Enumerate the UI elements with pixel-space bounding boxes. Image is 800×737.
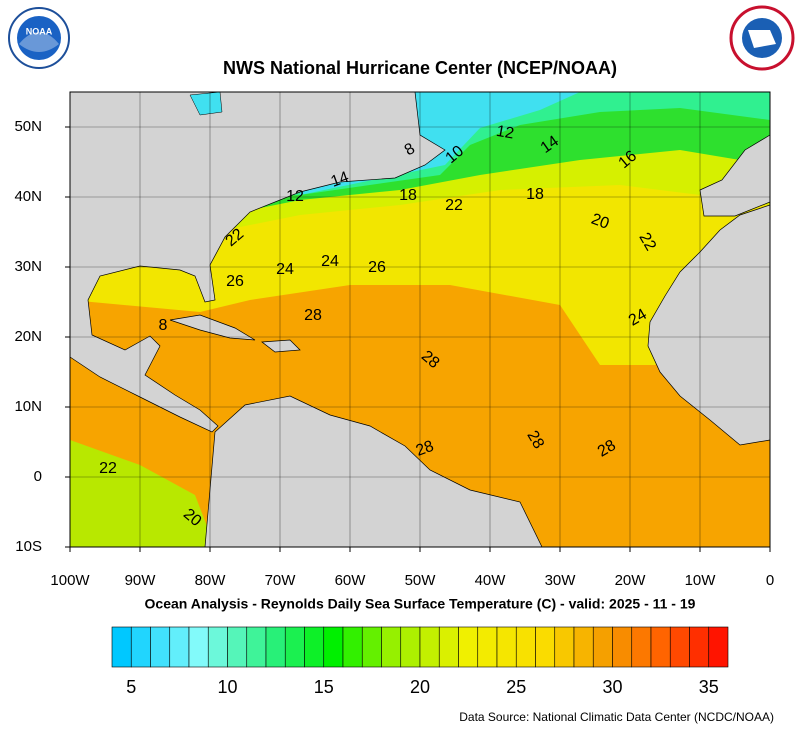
colorbar-box [419, 626, 440, 668]
colorbar: 5 10 15 20 25 30 35 [111, 626, 729, 697]
colorbar-label: 20 [410, 677, 430, 697]
colorbar-box [246, 626, 267, 668]
colorbar-box [458, 626, 479, 668]
colorbar-label: 35 [699, 677, 719, 697]
contour-label: 24 [276, 261, 294, 278]
colorbar-box [188, 626, 209, 668]
y-axis-label: 30N [14, 258, 42, 275]
x-axis-label: 20W [615, 572, 647, 589]
y-axis-label: 10S [15, 538, 42, 555]
colorbar-box [708, 626, 729, 668]
y-axis-label: 0 [34, 468, 42, 485]
logo-cloud [748, 30, 776, 48]
subtitle: Ocean Analysis - Reynolds Daily Sea Surf… [145, 596, 696, 612]
africa [647, 204, 770, 446]
colorbar-box [438, 626, 459, 668]
contour-label: 28 [414, 438, 437, 460]
y-axis-label: 10N [14, 398, 42, 415]
colorbar-box [650, 626, 671, 668]
colorbar-box [400, 626, 421, 668]
colorbar-label: 25 [506, 677, 526, 697]
x-axis-label: 30W [545, 572, 577, 589]
colorbar-label: 30 [602, 677, 622, 697]
colorbar-box [535, 626, 556, 668]
colorbar-label: 10 [217, 677, 237, 697]
colorbar-box [381, 626, 402, 668]
colorbar-box [323, 626, 344, 668]
colorbar-box [207, 626, 228, 668]
colorbar-box [284, 626, 305, 668]
title: NWS National Hurricane Center (NCEP/NOAA… [223, 58, 617, 78]
contour-label: 12 [495, 123, 516, 143]
x-axis-label: 90W [125, 572, 157, 589]
colorbar-box [227, 626, 248, 668]
logo-wave [19, 32, 59, 52]
colorbar-box [304, 626, 325, 668]
colorbar-box [573, 626, 594, 668]
x-axis-label: 100W [50, 572, 90, 589]
hispaniola [261, 339, 301, 353]
south-america [204, 395, 543, 547]
colorbar-label: 15 [314, 677, 334, 697]
contour-label: 12 [286, 188, 304, 205]
colorbar-box [592, 626, 613, 668]
contour-label: 26 [368, 259, 386, 276]
x-axis-label: 10W [685, 572, 717, 589]
logo-text: NOAA [26, 26, 53, 36]
y-axis-label: 50N [14, 118, 42, 135]
colorbar-box [554, 626, 575, 668]
colorbar-box [689, 626, 710, 668]
logo-disc [17, 16, 61, 60]
north-america [70, 92, 446, 433]
colorbar-label: 5 [126, 677, 136, 697]
colorbar-box [515, 626, 536, 668]
colorbar-box [111, 626, 132, 668]
contour-label: 8 [159, 317, 168, 334]
contour-label: 22 [445, 197, 463, 214]
x-axis-label: 60W [335, 572, 367, 589]
contour-label: 28 [304, 307, 322, 324]
x-axis-label: 50W [405, 572, 437, 589]
contour-label: 28 [523, 428, 547, 452]
x-axis-label: 0 [766, 572, 774, 589]
contour-label: 22 [635, 230, 659, 254]
cuba [169, 314, 256, 341]
y-axis-label: 20N [14, 328, 42, 345]
x-axis-label: 70W [265, 572, 297, 589]
colorbar-box [631, 626, 652, 668]
contour-label: 18 [526, 186, 544, 203]
colorbar-box [361, 626, 382, 668]
contour-label: 20 [589, 211, 612, 233]
source: Data Source: National Climatic Data Cent… [459, 710, 774, 724]
colorbar-box [169, 626, 190, 668]
colorbar-box [669, 626, 690, 668]
contour-label: 18 [399, 187, 417, 204]
colorbar-box [130, 626, 151, 668]
contour-label: 22 [99, 460, 117, 477]
map [70, 92, 770, 547]
x-axis-label: 40W [475, 572, 507, 589]
colorbar-box [265, 626, 286, 668]
colorbar-box [150, 626, 171, 668]
contour-label: 14 [329, 169, 352, 191]
colorbar-box [496, 626, 517, 668]
y-axis-label: 40N [14, 188, 42, 205]
europe [699, 134, 770, 217]
noaa-logo: NOAA [8, 7, 70, 69]
colorbar-box [342, 626, 363, 668]
contour-label: 24 [321, 253, 339, 270]
nws-logo [729, 5, 795, 71]
colorbar-box [477, 626, 498, 668]
ocean-pacific [70, 440, 215, 547]
contour-label: 28 [595, 437, 619, 461]
colorbar-box [612, 626, 633, 668]
x-axis-label: 80W [195, 572, 227, 589]
contour-label: 24 [626, 306, 650, 330]
contour-label: 26 [226, 273, 244, 290]
